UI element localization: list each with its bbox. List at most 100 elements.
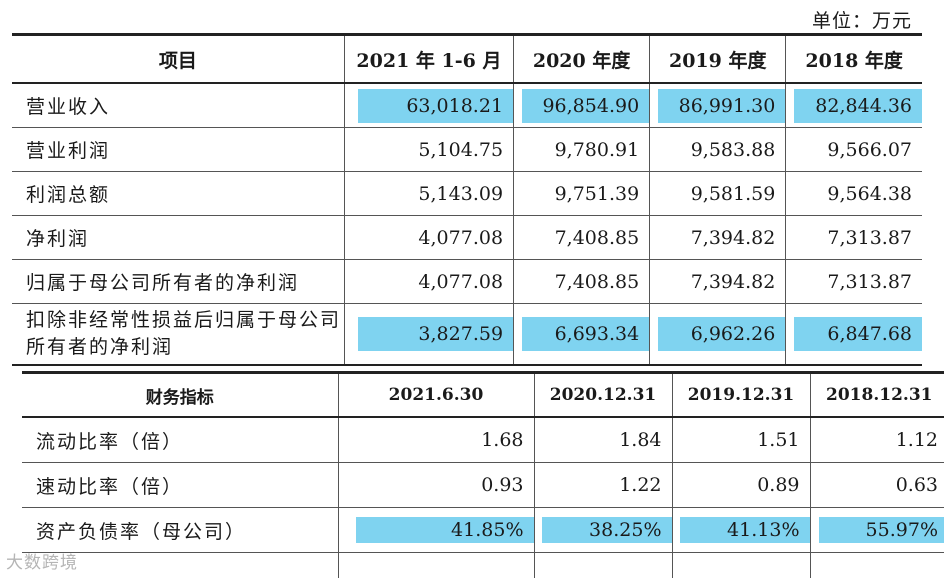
row-label: 扣除非经常性损益后归属于母公司所有者的净利润	[12, 303, 345, 366]
row-label: 流动比率（倍）	[22, 417, 338, 463]
value-text: 9,583.88	[690, 138, 776, 161]
value-cell: 7,313.87	[785, 259, 922, 304]
header-cell: 2019.12.31	[671, 371, 810, 418]
value-cell: 9,751.39	[513, 171, 650, 216]
watermark: 大数跨境	[6, 553, 78, 573]
value-text: 41.13%	[680, 517, 810, 543]
value-text: 0.93	[481, 474, 524, 496]
value-text: 63,018.21	[357, 88, 514, 123]
row-label: 利润总额	[12, 171, 345, 216]
value-text: 7,408.85	[554, 270, 640, 293]
header-cell: 2018.12.31	[809, 371, 944, 418]
value-cell: 7,408.85	[513, 259, 650, 304]
table-row: 利润总额 5,143.09 9,751.39 9,581.59 9,564.38	[12, 171, 922, 216]
value-text: 9,564.38	[827, 182, 912, 205]
value-text: 3,827.59	[357, 317, 514, 351]
unit-label: 单位：万元	[811, 10, 912, 32]
value-text: 6,693.34	[521, 317, 650, 351]
value-cell: 3,827.59	[343, 303, 514, 366]
value-cell: 38.25%	[533, 507, 672, 553]
value-cell: 0.89	[671, 462, 810, 508]
value-text: 7,313.87	[827, 270, 912, 293]
value-cell: 6,693.34	[513, 303, 650, 366]
value-text: 82,844.36	[794, 88, 922, 123]
value-cell: 9,581.59	[649, 171, 786, 216]
value-cell: 86,991.30	[649, 83, 786, 128]
value-cell: 1.84	[533, 417, 672, 463]
value-text: 9,751.39	[554, 182, 640, 205]
value-text: 55.97%	[818, 517, 944, 543]
value-text: 5,143.09	[418, 182, 504, 205]
value-cell: 6,962.26	[649, 303, 786, 366]
table-row: 扣除非经常性损益后归属于母公司所有者的净利润 3,827.59 6,693.34 6,…	[12, 303, 922, 366]
value-text: 7,408.85	[554, 226, 640, 249]
value-text: 7,313.87	[827, 226, 912, 249]
value-cell: 7,394.82	[649, 215, 786, 260]
value-cell: 41.13%	[671, 507, 810, 553]
value-cell: 5,104.75	[343, 127, 514, 172]
value-cell: 1.51	[671, 417, 810, 463]
income-table: 项目 2021 年 1-6 月 2020 年度 2019 年度 2018 年度 …	[12, 33, 922, 366]
value-cell: 9,780.91	[513, 127, 650, 172]
value-text: 41.85%	[355, 517, 534, 543]
value-text: 1.12	[895, 429, 938, 451]
value-text: 1.22	[619, 474, 662, 496]
table-row: 营业收入 63,018.21 96,854.90 86,991.30 82,844.36	[12, 83, 922, 128]
cut-off-row	[22, 549, 922, 578]
value-cell: 7,313.87	[785, 215, 922, 260]
value-text: 4,077.08	[418, 226, 504, 249]
row-label: 营业收入	[12, 83, 345, 128]
row-label: 净利润	[12, 215, 345, 260]
table-row: 速动比率（倍） 0.93 1.22 0.89 0.63	[22, 462, 944, 508]
value-cell: 82,844.36	[785, 83, 922, 128]
table-row: 营业利润 5,104.75 9,780.91 9,583.88 9,566.07	[12, 127, 922, 172]
value-text: 1.68	[481, 429, 524, 451]
value-cell: 9,564.38	[785, 171, 922, 216]
value-cell: 1.12	[809, 417, 944, 463]
value-text: 1.84	[619, 429, 662, 451]
value-text: 9,566.07	[827, 138, 912, 161]
value-text: 9,780.91	[554, 138, 640, 161]
value-text: 4,077.08	[418, 270, 504, 293]
row-label: 归属于母公司所有者的净利润	[12, 259, 345, 304]
value-text: 96,854.90	[521, 88, 650, 123]
value-cell: 4,077.08	[343, 215, 514, 260]
value-text: 0.63	[895, 474, 938, 496]
value-cell: 1.68	[337, 417, 534, 463]
value-text: 0.89	[757, 474, 800, 496]
value-cell: 7,394.82	[649, 259, 786, 304]
table-row: 归属于母公司所有者的净利润 4,077.08 7,408.85 7,394.82 7,3…	[12, 259, 922, 304]
table-row: 流动比率（倍） 1.68 1.84 1.51 1.12	[22, 417, 944, 463]
table-row: 净利润 4,077.08 7,408.85 7,394.82 7,313.87	[12, 215, 922, 260]
row-label: 资产负债率（母公司）	[22, 507, 338, 553]
value-cell: 1.22	[533, 462, 672, 508]
value-cell: 5,143.09	[343, 171, 514, 216]
value-text: 6,847.68	[794, 317, 922, 351]
value-cell: 9,583.88	[649, 127, 786, 172]
header-cell: 2019 年度	[649, 33, 786, 84]
value-cell: 7,408.85	[513, 215, 650, 260]
table-row: 资产负债率（母公司） 41.85% 38.25% 41.13% 55.97%	[22, 507, 944, 553]
header-cell: 项目	[12, 33, 345, 84]
value-text: 7,394.82	[690, 226, 776, 249]
value-cell: 6,847.68	[785, 303, 922, 366]
header-cell: 2018 年度	[785, 33, 922, 84]
financial-indicators-table: 财务指标 2021.6.30 2020.12.31 2019.12.31 201…	[22, 371, 944, 553]
value-cell: 4,077.08	[343, 259, 514, 304]
row-label: 营业利润	[12, 127, 345, 172]
value-text: 6,962.26	[657, 317, 786, 351]
value-text: 9,581.59	[690, 182, 776, 205]
header-cell: 2021.6.30	[337, 371, 534, 418]
value-cell: 63,018.21	[343, 83, 514, 128]
value-cell: 0.93	[337, 462, 534, 508]
indicators-table-header: 财务指标 2021.6.30 2020.12.31 2019.12.31 201…	[22, 371, 944, 418]
value-cell: 55.97%	[809, 507, 944, 553]
value-cell: 96,854.90	[513, 83, 650, 128]
value-text: 7,394.82	[690, 270, 776, 293]
value-text: 1.51	[757, 429, 800, 451]
header-cell: 2020.12.31	[533, 371, 672, 418]
value-cell: 0.63	[809, 462, 944, 508]
value-text: 38.25%	[542, 517, 672, 543]
row-label: 速动比率（倍）	[22, 462, 338, 508]
income-table-header: 项目 2021 年 1-6 月 2020 年度 2019 年度 2018 年度	[12, 33, 922, 84]
